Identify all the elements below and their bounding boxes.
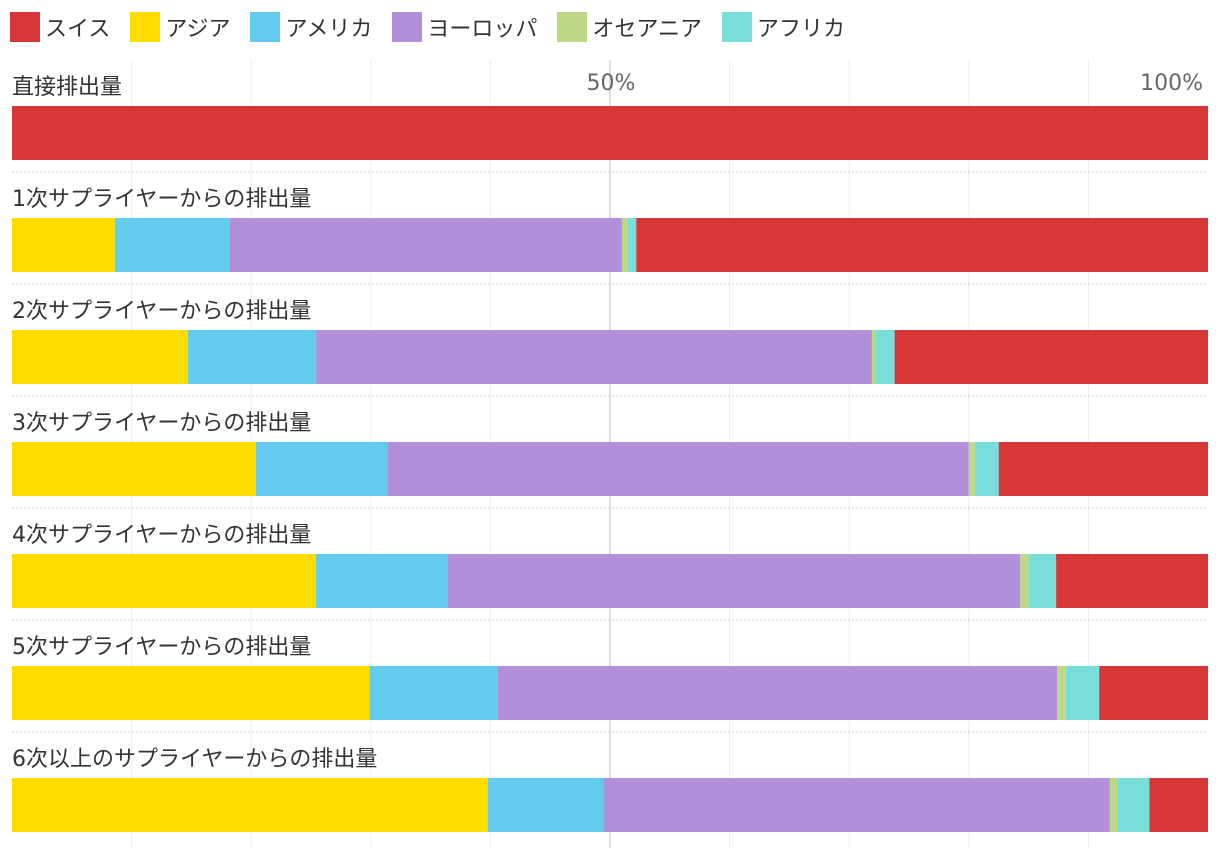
bar-segment-アジア[interactable] xyxy=(12,666,370,720)
legend-swatch xyxy=(392,12,423,42)
legend-item-europe[interactable]: ヨーロッパ xyxy=(392,11,537,43)
bar-segment-アジア[interactable] xyxy=(12,554,316,608)
bar-segment-アフリカ[interactable] xyxy=(1117,778,1150,832)
legend: スイス アジア アメリカ ヨーロッパ オセアニア アフリカ xyxy=(10,10,865,44)
bar-segment-アメリカ[interactable] xyxy=(315,554,448,608)
category-label: 4次サプライヤーからの排出量 xyxy=(12,523,311,548)
legend-item-asia[interactable]: アジア xyxy=(130,11,230,43)
bar-segment-アジア[interactable] xyxy=(12,442,256,496)
legend-label: アフリカ xyxy=(756,17,845,42)
bar-segment-アジア[interactable] xyxy=(12,218,115,272)
bars xyxy=(12,106,1208,832)
labels: 50% 100% 直接排出量 1次サプライヤーからの排出量 2次サプライヤーからの排… xyxy=(12,71,1203,772)
bar-segment-アメリカ[interactable] xyxy=(369,666,498,720)
bar-segment-スイス[interactable] xyxy=(1149,778,1208,832)
bar-segment-ヨーロッパ[interactable] xyxy=(315,330,872,384)
bar-segment-オセアニア[interactable] xyxy=(1109,778,1118,832)
bar-segment-アメリカ[interactable] xyxy=(187,330,316,384)
category-label: 3次サプライヤーからの排出量 xyxy=(12,411,311,436)
bar-segment-スイス[interactable] xyxy=(12,106,1208,160)
legend-swatch xyxy=(10,12,40,42)
bar-segment-ヨーロッパ[interactable] xyxy=(604,778,1110,832)
legend-label: ヨーロッパ xyxy=(427,17,538,42)
legend-swatch xyxy=(250,12,281,42)
legend-swatch xyxy=(557,12,588,42)
bar-segment-ヨーロッパ[interactable] xyxy=(447,554,1021,608)
bar-segment-アフリカ[interactable] xyxy=(974,442,999,496)
category-label: 1次サプライヤーからの排出量 xyxy=(12,187,311,212)
bar-segment-アフリカ[interactable] xyxy=(1065,666,1100,720)
bar-segment-スイス[interactable] xyxy=(636,218,1208,272)
category-label: 5次サプライヤーからの排出量 xyxy=(12,635,311,660)
axis-label-50: 50% xyxy=(587,71,636,96)
bar-segment-オセアニア[interactable] xyxy=(968,442,975,496)
bar-segment-スイス[interactable] xyxy=(1099,666,1208,720)
legend-label: スイス xyxy=(45,17,111,42)
bar-segment-オセアニア[interactable] xyxy=(621,218,628,272)
bar-segment-アメリカ[interactable] xyxy=(255,442,388,496)
legend-label: アジア xyxy=(165,17,231,42)
bar-segment-アメリカ[interactable] xyxy=(488,778,605,832)
bar-segment-アフリカ[interactable] xyxy=(627,218,637,272)
bar-segment-アジア[interactable] xyxy=(12,330,188,384)
category-label: 6次以上のサプライヤーからの排出量 xyxy=(12,747,377,772)
bar-segment-スイス[interactable] xyxy=(998,442,1208,496)
bar-segment-ヨーロッパ[interactable] xyxy=(387,442,969,496)
bar-segment-アジア[interactable] xyxy=(12,778,489,832)
bar-segment-オセアニア[interactable] xyxy=(871,330,876,384)
legend-swatch xyxy=(130,12,161,42)
category-label: 直接排出量 xyxy=(12,75,122,100)
bar-segment-スイス[interactable] xyxy=(894,330,1208,384)
bar-segment-アフリカ[interactable] xyxy=(1028,554,1057,608)
legend-item-oceania[interactable]: オセアニア xyxy=(557,11,702,43)
bar-segment-ヨーロッパ[interactable] xyxy=(497,666,1058,720)
legend-item-america[interactable]: アメリカ xyxy=(250,11,372,43)
axis-label-100: 100% xyxy=(1140,71,1203,96)
bar-segment-ヨーロッパ[interactable] xyxy=(229,218,622,272)
legend-item-switzerland[interactable]: スイス xyxy=(10,11,110,43)
legend-label: アメリカ xyxy=(285,17,373,42)
bar-segment-スイス[interactable] xyxy=(1056,554,1208,608)
bar-segment-アフリカ[interactable] xyxy=(875,330,895,384)
legend-swatch xyxy=(721,12,752,42)
bar-segment-アメリカ[interactable] xyxy=(114,218,230,272)
bar-segment-オセアニア[interactable] xyxy=(1057,666,1066,720)
bar-segment-オセアニア[interactable] xyxy=(1020,554,1029,608)
legend-label: オセアニア xyxy=(592,17,702,42)
legend-item-africa[interactable]: アフリカ xyxy=(721,11,845,43)
category-label: 2次サプライヤーからの排出量 xyxy=(12,299,311,324)
